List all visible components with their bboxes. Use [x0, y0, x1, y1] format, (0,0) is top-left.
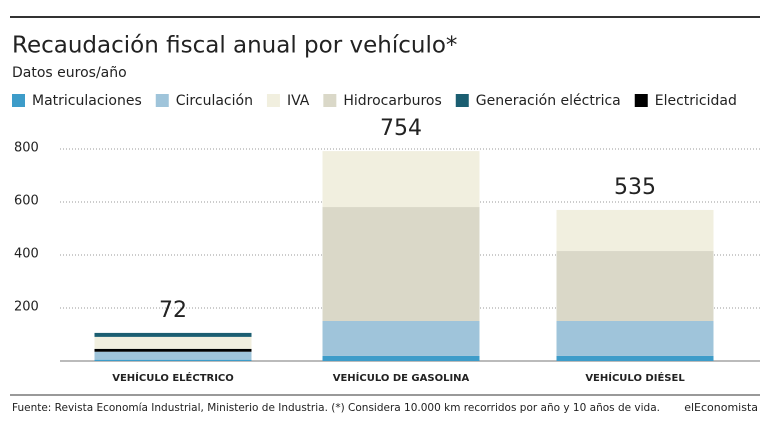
bar-segment — [322, 355, 480, 361]
legend-label: Generación eléctrica — [476, 93, 621, 109]
bar-segment — [322, 207, 480, 321]
total-label: 754 — [380, 116, 422, 141]
bar-segment — [322, 151, 480, 208]
legend-label: Matriculaciones — [32, 93, 142, 109]
y-tick-label: 400 — [14, 247, 39, 262]
total-label: 72 — [159, 298, 187, 323]
x-tick-label: VEHÍCULO DIÉSEL — [585, 371, 685, 384]
bar-segment — [556, 320, 714, 356]
legend-label: Hidrocarburos — [343, 93, 441, 109]
legend-label: Circulación — [176, 93, 253, 109]
y-tick-label: 200 — [14, 300, 39, 315]
legend-swatch — [323, 94, 337, 107]
chart-subtitle: Datos euros/año — [12, 65, 127, 81]
bar-segment — [556, 355, 714, 361]
legend-swatch — [634, 94, 648, 107]
footnote: Fuente: Revista Economía Industrial, Min… — [12, 402, 660, 414]
legend-swatch — [266, 94, 280, 107]
bar-segment — [94, 332, 252, 337]
x-tick-label: VEHÍCULO ELÉCTRICO — [112, 371, 234, 384]
legend-swatch — [12, 94, 25, 107]
bar-segment — [94, 348, 252, 352]
legend-label: IVA — [287, 93, 310, 109]
bar-segment — [94, 351, 252, 360]
bar-segment — [556, 251, 714, 321]
bar-segment — [322, 320, 480, 356]
total-label: 535 — [614, 175, 656, 200]
y-tick-label: 800 — [14, 141, 39, 156]
chart-title: Recaudación fiscal anual por vehículo* — [12, 33, 457, 59]
legend-swatch — [455, 94, 469, 107]
source: elEconomista — [684, 401, 758, 414]
legend-swatch — [155, 94, 169, 107]
y-tick-label: 600 — [14, 194, 39, 209]
bar-segment — [94, 359, 252, 361]
x-tick-label: VEHÍCULO DE GASOLINA — [333, 371, 470, 384]
bar-segment — [94, 336, 252, 349]
legend-label: Electricidad — [655, 93, 737, 109]
bar-segment — [556, 209, 714, 252]
